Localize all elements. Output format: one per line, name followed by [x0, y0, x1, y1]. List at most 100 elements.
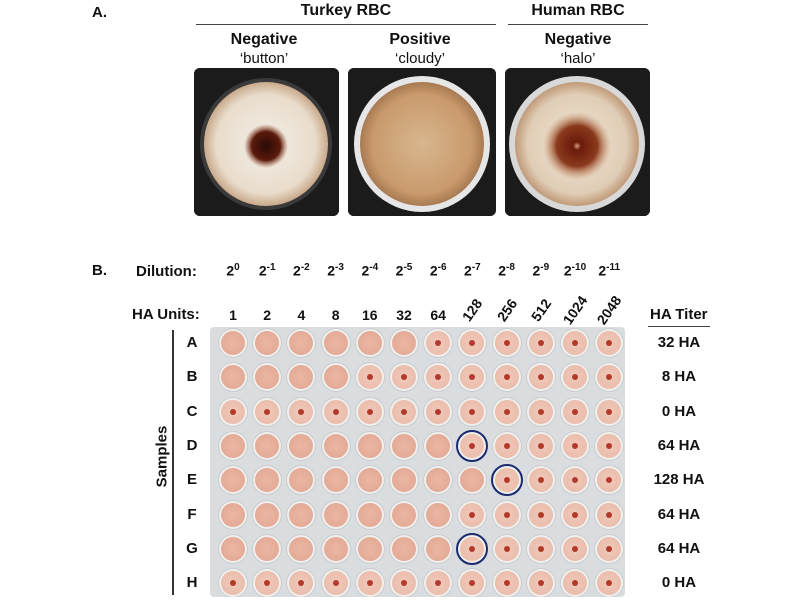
button-dot	[401, 580, 407, 587]
plate-well	[287, 329, 316, 357]
button-dot	[537, 374, 544, 381]
ha-units-header: 2048	[593, 292, 625, 328]
plate-well	[355, 397, 384, 426]
endpoint-circle	[456, 532, 489, 565]
button-dot	[572, 511, 578, 518]
photo-turkey-negative	[194, 68, 339, 216]
titer-header: HA Titer	[650, 306, 708, 323]
plate-well	[321, 397, 350, 426]
plate-well	[424, 466, 453, 495]
plate-well	[526, 466, 555, 495]
row-titer: 0 HA	[661, 574, 697, 592]
dilution-header: 2-6	[429, 262, 447, 279]
row-titer: 64 HA	[657, 436, 701, 454]
plate-well	[355, 466, 384, 495]
plate-well	[321, 500, 350, 529]
button-dot	[537, 340, 544, 346]
plate-well	[390, 329, 418, 357]
button-dot	[401, 374, 407, 381]
samples-label: Samples	[153, 425, 171, 488]
button-dot	[537, 442, 544, 449]
row-label: D	[186, 436, 198, 454]
button-dot	[503, 408, 510, 415]
ha-units-label: HA Units:	[132, 306, 200, 323]
button-dot	[606, 511, 613, 518]
plate-well	[287, 363, 316, 392]
button-dot	[435, 340, 442, 346]
row-titer: 32 HA	[657, 334, 701, 351]
button-dot	[606, 442, 613, 449]
microplate	[210, 327, 625, 597]
ha-units-header: 8	[331, 307, 340, 323]
plate-well	[355, 363, 384, 392]
row-label: G	[186, 539, 198, 557]
row-titer: 64 HA	[657, 539, 701, 557]
plate-well	[321, 569, 350, 597]
plate-well	[219, 500, 247, 529]
group-title-turkey: Turkey RBC	[300, 2, 392, 19]
panel-b-label: B.	[92, 262, 107, 279]
dilution-header: 2-9	[532, 262, 550, 279]
plate-well	[321, 329, 350, 357]
plate-well	[424, 397, 453, 426]
plate-well	[458, 466, 487, 495]
plate-well	[458, 329, 487, 357]
plate-well	[219, 534, 247, 563]
dilution-header: 2-2	[293, 262, 310, 279]
button-dot	[230, 408, 236, 415]
plate-well	[458, 397, 487, 426]
plate-well	[390, 397, 418, 426]
button-dot	[366, 408, 373, 415]
cond-title-2: Positive	[389, 31, 451, 48]
button-dot	[469, 580, 476, 587]
plate-well	[526, 329, 555, 357]
plate-well	[492, 329, 521, 357]
button-dot	[572, 580, 578, 587]
plate-well	[390, 431, 418, 460]
plate-well	[561, 569, 589, 597]
button-dot	[230, 580, 236, 587]
plate-well	[287, 397, 316, 426]
plate-well	[526, 363, 555, 392]
plate-well	[253, 363, 282, 392]
button-dot	[503, 340, 510, 346]
row-label: H	[186, 574, 198, 592]
plate-well	[355, 534, 384, 563]
ha-units-header: 32	[396, 307, 412, 323]
button-dot	[537, 408, 544, 415]
plate-well	[219, 329, 247, 357]
plate-well	[390, 534, 418, 563]
button-dot	[469, 340, 476, 346]
ha-units-header: 64	[430, 307, 446, 323]
button-dot	[572, 545, 578, 552]
button-dot	[332, 580, 339, 587]
plate-well	[492, 569, 521, 597]
plate-well	[561, 431, 589, 460]
dilution-header: 2-11	[598, 262, 621, 279]
button-dot	[606, 580, 613, 587]
button-dot	[537, 511, 544, 518]
plate-well	[253, 431, 282, 460]
plate-well	[219, 466, 247, 495]
plate-well	[595, 431, 624, 460]
button-dot	[572, 477, 578, 484]
button-dot	[503, 545, 510, 552]
plate-well	[253, 329, 282, 357]
ha-units-header: 4	[297, 307, 306, 323]
button-dot	[435, 408, 442, 415]
plate-well	[526, 500, 555, 529]
photo-turkey-positive	[348, 68, 496, 216]
button-dot	[606, 340, 613, 346]
row-titer: 0 HA	[661, 402, 697, 420]
plate-well	[595, 329, 624, 357]
plate-well	[595, 569, 624, 597]
row-label: B	[186, 368, 198, 386]
button-dot	[264, 408, 271, 415]
cond-sub-3: ‘halo’	[560, 50, 596, 67]
button-dot	[469, 408, 476, 415]
button-dot	[264, 580, 271, 587]
plate-well	[253, 397, 282, 426]
cond-sub-2: ‘cloudy’	[394, 50, 446, 67]
button-dot	[606, 374, 613, 381]
plate-well	[561, 534, 589, 563]
